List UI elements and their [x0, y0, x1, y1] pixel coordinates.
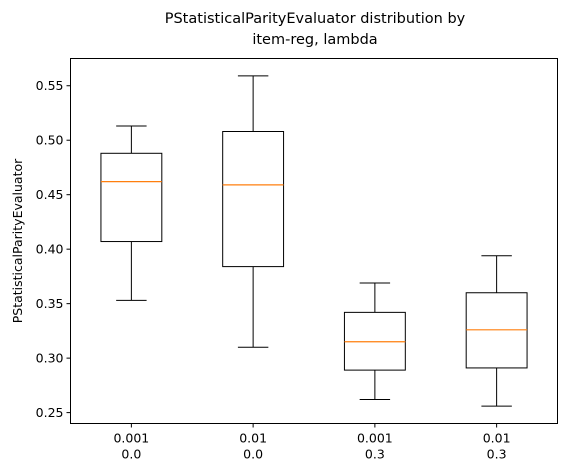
- iqr-box: [100, 152, 163, 243]
- y-tick-label: 0.50: [36, 133, 64, 148]
- y-axis-label: PStatisticalParityEvaluator: [10, 158, 25, 323]
- x-tick-label: 0.01: [239, 431, 267, 446]
- chart-title-line-2: item-reg, lambda: [252, 32, 377, 48]
- box-group: [100, 125, 163, 301]
- iqr-box: [222, 131, 285, 268]
- x-tick-label: 0.001: [357, 431, 393, 446]
- chart-title: PStatisticalParityEvaluator distribution…: [165, 11, 466, 48]
- y-tick-label: 0.35: [36, 296, 64, 311]
- x-tick-label: 0.3: [487, 447, 507, 462]
- y-tick-label: 0.30: [36, 351, 64, 366]
- boxes-layer: [100, 75, 528, 407]
- y-tick-label: 0.40: [36, 242, 64, 257]
- plot-frame: [70, 58, 558, 424]
- x-tick-label: 0.0: [243, 447, 263, 462]
- y-tick-label: 0.25: [36, 405, 64, 420]
- box-group: [465, 255, 528, 407]
- box-group: [343, 282, 406, 401]
- x-tick-label: 0.0: [121, 447, 141, 462]
- x-tick-label: 0.01: [483, 431, 511, 446]
- y-tick-label: 0.55: [36, 78, 64, 93]
- y-axis-ticks: 0.25 0.30 0.35 0.40 0.45 0.50 0.55: [36, 78, 71, 420]
- x-tick-label: 0.001: [113, 431, 149, 446]
- x-tick-label: 0.3: [365, 447, 385, 462]
- chart-title-line-1: PStatisticalParityEvaluator distribution…: [165, 11, 466, 27]
- y-tick-label: 0.45: [36, 187, 64, 202]
- box-group: [222, 75, 285, 348]
